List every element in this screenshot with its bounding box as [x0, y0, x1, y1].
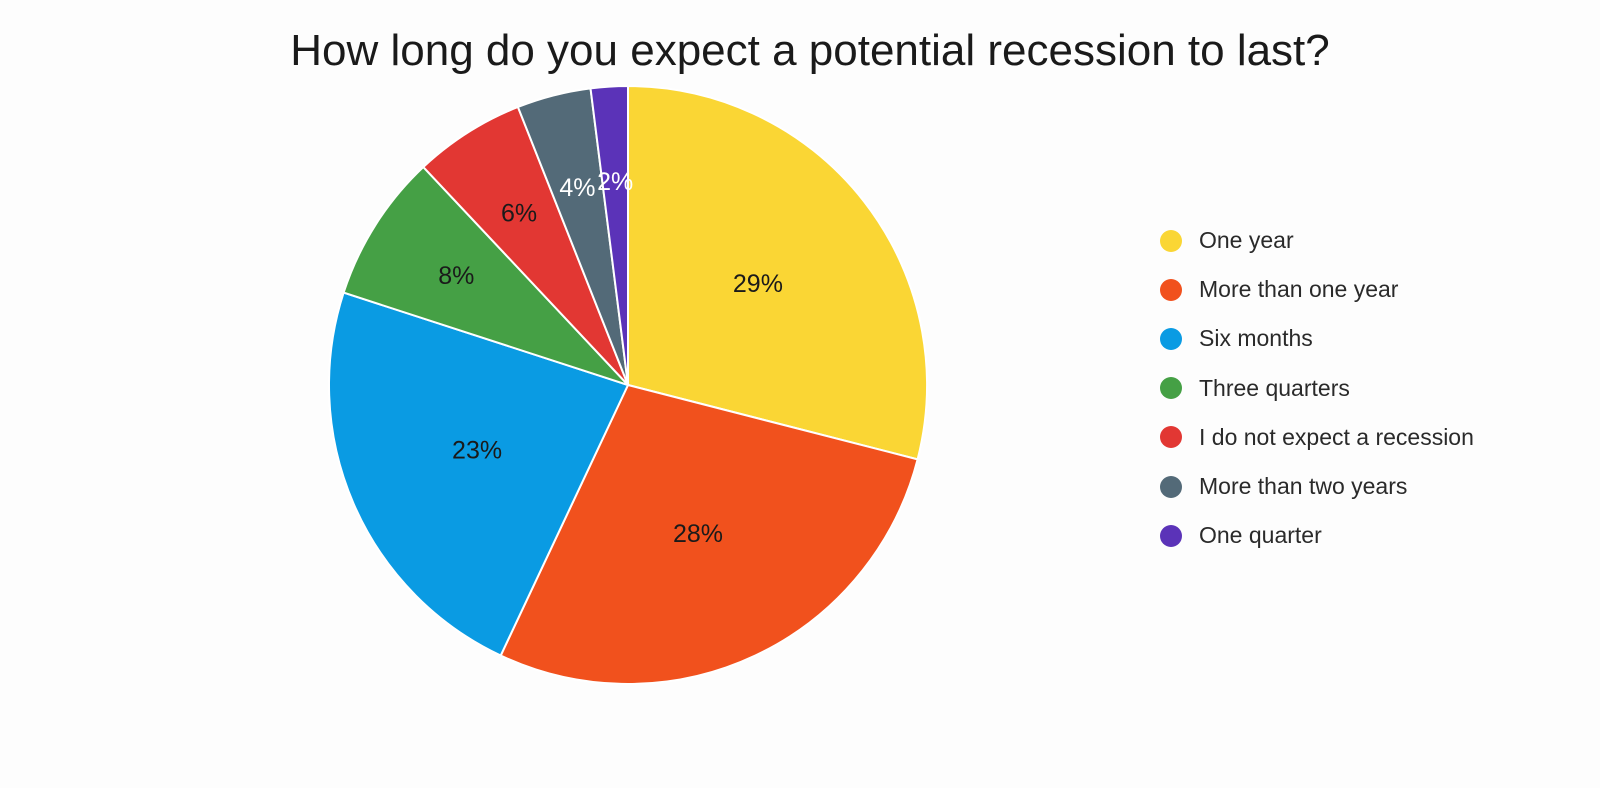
slice-label-more-than-one-year: 28% — [673, 520, 723, 548]
legend-item-one-quarter: One quarter — [1160, 511, 1474, 560]
legend-item-six-months: Six months — [1160, 314, 1474, 363]
legend-item-i-do-not-expect-a-recession: I do not expect a recession — [1160, 413, 1474, 462]
legend-label: More than one year — [1199, 276, 1399, 303]
legend-item-more-than-two-years: More than two years — [1160, 462, 1474, 511]
legend-label: Three quarters — [1199, 374, 1350, 401]
legend-swatch — [1160, 426, 1182, 449]
legend: One year More than one year Six months Thre… — [1160, 216, 1474, 560]
legend-swatch — [1160, 524, 1182, 547]
legend-label: More than two years — [1199, 473, 1408, 500]
pie-slice-one-year — [627, 84, 928, 461]
slice-label-one-quarter: 2% — [597, 168, 633, 196]
pie-slice-six-months — [328, 291, 630, 657]
chart-title: How long do you expect a potential reces… — [290, 26, 1330, 75]
pie-slice-three-quarters — [342, 165, 629, 386]
legend-label: Six months — [1199, 325, 1313, 352]
legend-label: One year — [1199, 227, 1294, 254]
legend-item-one-year: One year — [1160, 216, 1474, 265]
slice-label-three-quarters: 8% — [438, 262, 474, 290]
pie-slice-one-quarter — [589, 84, 629, 386]
slice-label-one-year: 29% — [733, 270, 783, 298]
legend-label: One quarter — [1199, 522, 1322, 549]
slice-label-i-do-not-expect-a-recession: 6% — [501, 199, 537, 227]
slice-label-more-than-two-years: 4% — [559, 174, 595, 202]
legend-item-more-than-one-year: More than one year — [1160, 265, 1474, 314]
legend-swatch — [1160, 229, 1182, 252]
slice-label-six-months: 23% — [452, 436, 502, 464]
legend-label: I do not expect a recession — [1199, 423, 1474, 450]
legend-swatch — [1160, 377, 1182, 400]
legend-swatch — [1160, 475, 1182, 498]
legend-swatch — [1160, 278, 1182, 301]
legend-swatch — [1160, 327, 1182, 350]
pie-slice-more-than-one-year — [499, 383, 919, 685]
legend-item-three-quarters: Three quarters — [1160, 364, 1474, 413]
